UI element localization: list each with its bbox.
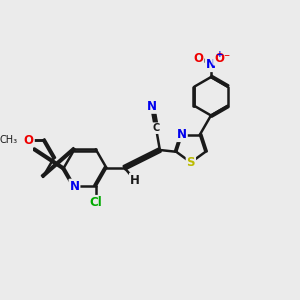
- Text: +: +: [216, 50, 224, 59]
- Text: N: N: [177, 128, 187, 141]
- Text: O: O: [24, 134, 34, 147]
- Text: N: N: [70, 180, 80, 193]
- Text: N: N: [147, 100, 157, 113]
- Text: S: S: [187, 156, 195, 169]
- Text: O: O: [194, 52, 204, 65]
- Text: N: N: [206, 58, 216, 71]
- Text: CH₃: CH₃: [0, 135, 18, 145]
- Text: O⁻: O⁻: [214, 52, 230, 65]
- Text: H: H: [130, 174, 140, 187]
- Text: C: C: [152, 123, 160, 133]
- Text: Cl: Cl: [89, 196, 102, 209]
